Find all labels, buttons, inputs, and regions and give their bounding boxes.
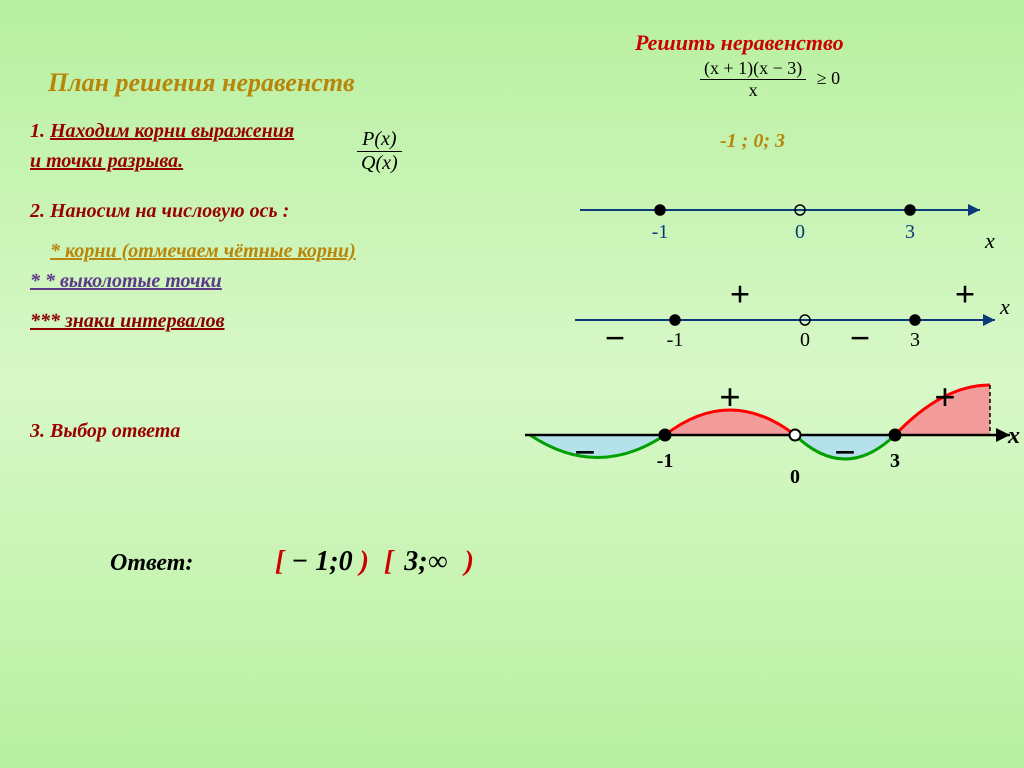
svg-text:x: x [999,294,1010,319]
inequality-den: x [700,80,806,101]
step-2a: * корни (отмечаем чётные корни) [50,240,356,263]
svg-text:-1: -1 [652,221,669,243]
svg-text:+: + [934,377,956,419]
task-title: Решить неравенство [635,30,844,56]
svg-text:+: + [955,274,976,314]
svg-text:3: 3 [890,450,900,472]
number-line-3-curves: -1 0 3 − + − + x [510,370,1020,510]
step-2: 2. Наносим на числовую ось : [30,200,289,223]
answer-value: [ − 1;0 ) [ 3;∞ ) [275,546,474,578]
step-2b: * * выколотые точки [30,270,222,293]
svg-text:0: 0 [795,221,805,243]
pq-formula: P(x) Q(x) [357,128,402,175]
svg-text:-1: -1 [667,329,684,351]
svg-text:0: 0 [790,466,800,488]
roots-list: -1 ; 0; 3 [720,130,785,153]
svg-text:x: x [984,228,995,253]
svg-text:+: + [719,377,741,419]
step-1-line1: 1. Находим корни выражения [30,120,294,143]
svg-text:−: − [605,318,626,358]
step-2c: *** знаки интервалов [30,310,225,333]
number-line-2-signs: -1 0 3 − + − + x [555,270,1015,370]
svg-text:−: − [834,432,856,474]
svg-text:−: − [574,432,596,474]
pq-den: Q(x) [357,152,402,175]
inequality-formula: (x + 1)(x − 3) x ≥ 0 [700,58,840,101]
main-title: План решения неравенств [48,68,355,98]
svg-text:3: 3 [905,221,915,243]
svg-text:x: x [1007,423,1020,449]
svg-text:3: 3 [910,329,920,351]
step-3: 3. Выбор ответа [30,420,180,443]
svg-text:-1: -1 [657,450,674,472]
number-line-1: -1 0 3 x [560,175,1000,255]
answer-label: Ответ: [110,550,193,577]
svg-text:0: 0 [800,329,810,351]
inequality-num: (x + 1)(x − 3) [700,58,806,80]
svg-text:−: − [850,318,871,358]
step-1-line2: и точки разрыва. [30,150,183,173]
pq-num: P(x) [357,128,402,152]
inequality-cmp: ≥ 0 [817,68,840,88]
svg-text:+: + [730,274,751,314]
